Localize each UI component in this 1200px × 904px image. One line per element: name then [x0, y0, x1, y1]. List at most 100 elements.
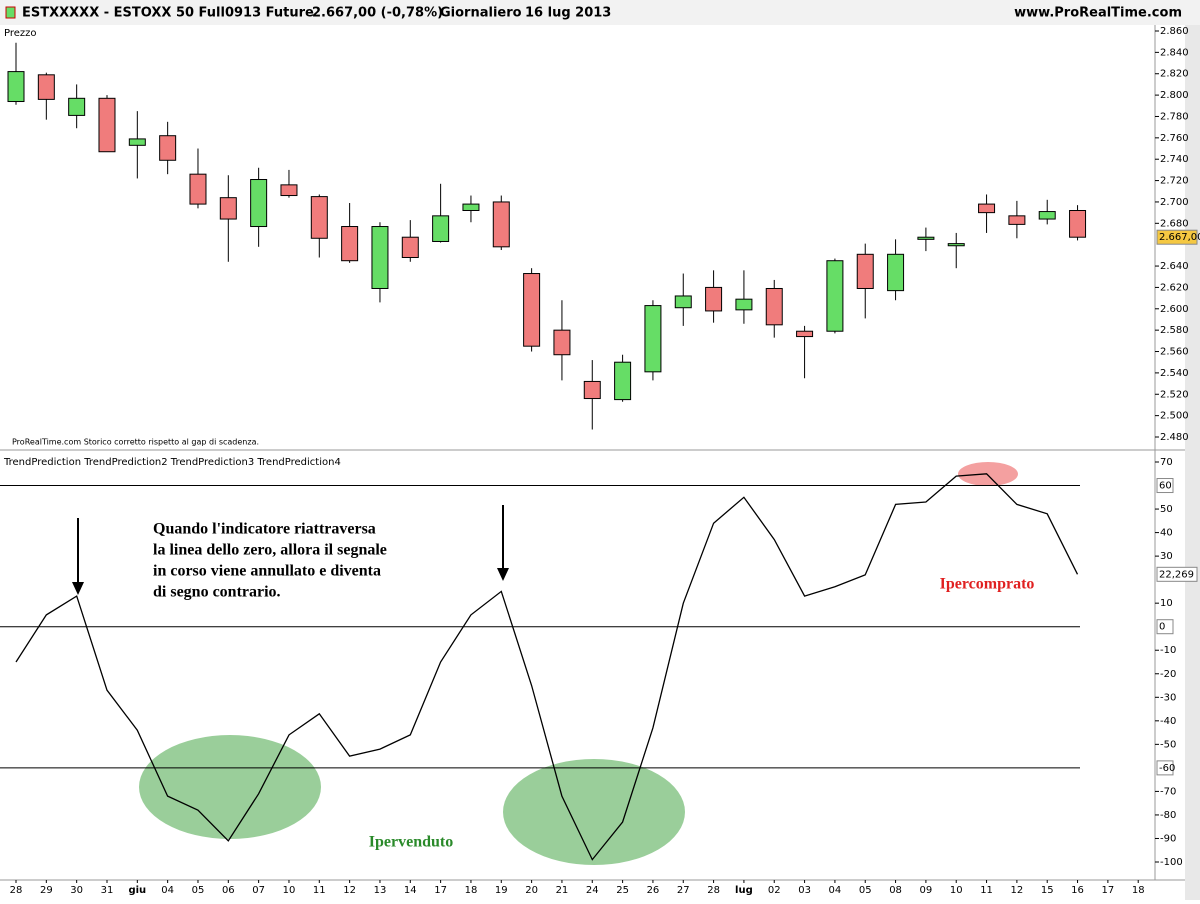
- oversold-label: Ipervenduto: [369, 834, 453, 851]
- x-tick-label: 26: [647, 885, 660, 896]
- last-value-label: 2.667,00: [1159, 232, 1200, 243]
- annotation-line: la linea dello zero, allora il segnale: [153, 542, 387, 559]
- indicator-title: TrendPrediction TrendPrediction2 TrendPr…: [3, 457, 341, 468]
- level-label: 0: [1159, 622, 1165, 633]
- y-tick-label: 2.780: [1160, 111, 1189, 122]
- level-label: -60: [1159, 763, 1175, 774]
- x-tick-label: 02: [768, 885, 781, 896]
- indicator-line: [15, 473, 1079, 861]
- annotation-line: in corso viene annullato e diventa: [153, 563, 381, 580]
- x-tick-label: 06: [222, 885, 235, 896]
- last-value-box: [1156, 566, 1198, 582]
- x-tick-label: lug: [735, 885, 753, 896]
- arrow: [72, 518, 84, 595]
- x-tick-label: 13: [374, 885, 387, 896]
- x-tick-label: 28: [10, 885, 23, 896]
- candle-body: [523, 273, 541, 347]
- y-tick-label: 40: [1160, 528, 1173, 539]
- y-tick-label: 2.700: [1160, 197, 1189, 208]
- x-tick-label: 03: [798, 885, 811, 896]
- y-tick-label: 2.620: [1160, 282, 1189, 293]
- candle-body: [1069, 209, 1087, 238]
- candle-body: [553, 329, 571, 356]
- header-bar: [0, 0, 1200, 25]
- x-tick-label: 09: [920, 885, 933, 896]
- annotation-line: Quando l'indicatore riattraversa: [153, 521, 376, 538]
- date: 16 lug 2013: [525, 6, 611, 21]
- candle-body: [735, 298, 753, 311]
- y-tick-label: 2.600: [1160, 304, 1189, 315]
- y-tick-label: 70: [1160, 457, 1173, 468]
- level-box: [1156, 619, 1174, 635]
- x-tick-label: 05: [192, 885, 205, 896]
- y-tick-label: 2.500: [1160, 411, 1189, 422]
- candle-body: [280, 184, 298, 197]
- candle-body: [674, 295, 692, 309]
- candle-body: [705, 286, 723, 312]
- x-tick-label: 24: [586, 885, 599, 896]
- x-tick-label: 17: [434, 885, 447, 896]
- x-tick-label: 25: [616, 885, 629, 896]
- candle-body: [887, 253, 905, 292]
- y-tick-label: 2.520: [1160, 389, 1189, 400]
- y-tick-label: -30: [1160, 692, 1176, 703]
- y-tick-label: 2.480: [1160, 432, 1189, 443]
- y-tick-label: -100: [1160, 857, 1183, 868]
- annotation-note: Quando l'indicatore riattraversa la linea…: [153, 521, 387, 601]
- candle-body: [310, 196, 328, 239]
- site: www.ProRealTime.com: [1014, 6, 1182, 21]
- x-tick-label: 17: [1102, 885, 1115, 896]
- level-box: [1156, 760, 1174, 776]
- x-tick-label: 08: [889, 885, 902, 896]
- y-tick-label: 2.560: [1160, 347, 1189, 358]
- x-tick-label: 04: [161, 885, 174, 896]
- x-tick-label: 07: [252, 885, 265, 896]
- x-tick-label: 18: [465, 885, 478, 896]
- candle-body: [219, 197, 237, 220]
- header-icon: [5, 6, 16, 19]
- x-tick-label: 29: [40, 885, 53, 896]
- candle-body: [98, 97, 116, 153]
- overbought-zone: [958, 462, 1018, 486]
- y-tick-label: 2.840: [1160, 47, 1189, 58]
- last-value-box: [1156, 229, 1198, 245]
- candle-body: [826, 260, 844, 332]
- price: 2.667,00 (-0,78%): [312, 6, 443, 21]
- candle-body: [978, 203, 996, 214]
- level-label: 60: [1159, 481, 1172, 492]
- x-tick-label: 15: [1041, 885, 1054, 896]
- y-tick-label: 30: [1160, 551, 1173, 562]
- y-tick-label: 2.760: [1160, 133, 1189, 144]
- panel-title: Prezzo: [4, 28, 37, 39]
- x-tick-label: 10: [950, 885, 963, 896]
- period: Giornaliero: [440, 6, 522, 21]
- candle-body: [250, 179, 268, 228]
- candle-body: [765, 287, 783, 326]
- annotation-line: di segno contrario.: [153, 584, 281, 601]
- candle-body: [68, 97, 86, 116]
- candle-body: [371, 226, 389, 289]
- candle-body: [492, 201, 510, 248]
- overbought-label: Ipercomprato: [940, 576, 1035, 593]
- x-tick-label: 21: [556, 885, 569, 896]
- x-tick-label: 20: [525, 885, 538, 896]
- y-tick-label: 10: [1160, 598, 1173, 609]
- candle-body: [796, 330, 814, 338]
- x-tick-label: 30: [70, 885, 83, 896]
- candle-body: [917, 236, 935, 240]
- y-tick-label: 2.680: [1160, 218, 1189, 229]
- level-box: [1156, 478, 1174, 494]
- y-tick-label: 2.820: [1160, 69, 1189, 80]
- candle-body: [462, 203, 480, 211]
- y-tick-label: 2.540: [1160, 368, 1189, 379]
- candle-body: [189, 173, 207, 205]
- y-tick-label: 2.580: [1160, 325, 1189, 336]
- candle-body: [947, 243, 965, 247]
- y-tick-label: 50: [1160, 504, 1173, 515]
- x-tick-label: giu: [128, 885, 146, 896]
- x-tick-label: 04: [829, 885, 842, 896]
- y-tick-label: -40: [1160, 716, 1176, 727]
- last-value-label: 22,269: [1159, 569, 1194, 580]
